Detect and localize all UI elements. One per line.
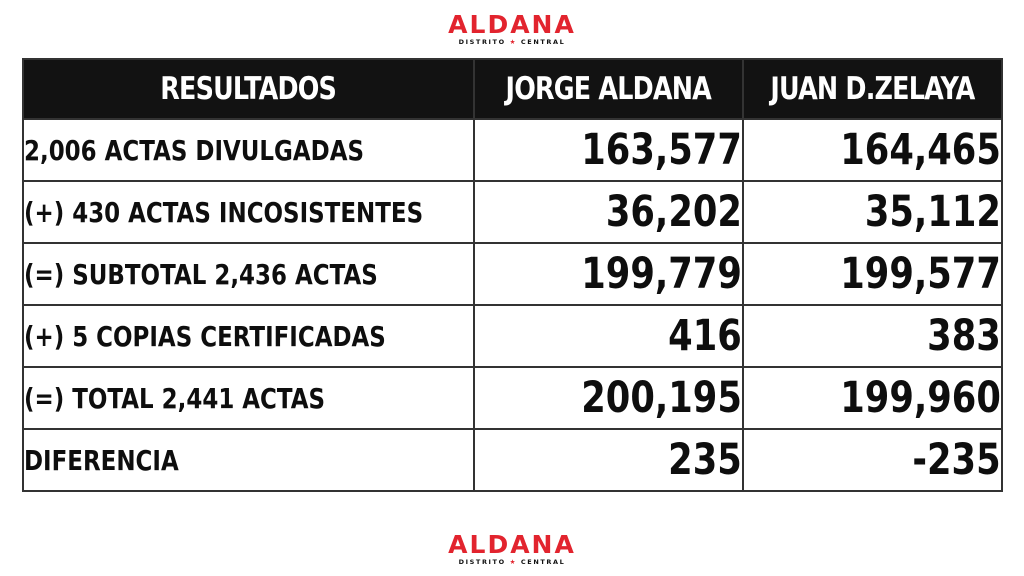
aldana-value: 36,202 bbox=[473, 180, 744, 244]
header-jorge-aldana: JORGE ALDANA bbox=[473, 58, 744, 120]
zelaya-value: -235 bbox=[742, 428, 1003, 492]
star-icon: ★ bbox=[509, 38, 518, 46]
row-label: DIFERENCIA bbox=[22, 428, 475, 492]
brand-subtitle: DISTRITO ★ CENTRAL bbox=[0, 558, 1024, 566]
aldana-value: 163,577 bbox=[473, 118, 744, 182]
brand-name: ALDANA bbox=[448, 10, 576, 39]
brand-name: ALDANA bbox=[448, 530, 576, 559]
results-table: RESULTADOS JORGE ALDANA JUAN D.ZELAYA 2,… bbox=[22, 58, 1003, 492]
table-row: (=) TOTAL 2,441 ACTAS 200,195 199,960 bbox=[22, 366, 1003, 430]
header-resultados: RESULTADOS bbox=[22, 58, 475, 120]
table-row: DIFERENCIA 235 -235 bbox=[22, 428, 1003, 492]
row-label: (=) TOTAL 2,441 ACTAS bbox=[22, 366, 475, 430]
row-label: (+) 430 ACTAS INCOSISTENTES bbox=[22, 180, 475, 244]
header-juan-zelaya: JUAN D.ZELAYA bbox=[742, 58, 1003, 120]
aldana-value: 416 bbox=[473, 304, 744, 368]
zelaya-value: 199,577 bbox=[742, 242, 1003, 306]
zelaya-value: 383 bbox=[742, 304, 1003, 368]
brand-subtitle-left: DISTRITO bbox=[458, 38, 506, 46]
table-row: (=) SUBTOTAL 2,436 ACTAS 199,779 199,577 bbox=[22, 242, 1003, 306]
row-label: 2,006 ACTAS DIVULGADAS bbox=[22, 118, 475, 182]
table-row: (+) 430 ACTAS INCOSISTENTES 36,202 35,11… bbox=[22, 180, 1003, 244]
aldana-value: 235 bbox=[473, 428, 744, 492]
row-label: (+) 5 COPIAS CERTIFICADAS bbox=[22, 304, 475, 368]
brand-logo-top: ALDANA DISTRITO ★ CENTRAL bbox=[0, 10, 1024, 47]
zelaya-value: 199,960 bbox=[742, 366, 1003, 430]
brand-logo-bottom: ALDANA DISTRITO ★ CENTRAL bbox=[0, 530, 1024, 567]
brand-subtitle-right: CENTRAL bbox=[520, 38, 566, 46]
star-icon: ★ bbox=[509, 558, 518, 566]
table-row: (+) 5 COPIAS CERTIFICADAS 416 383 bbox=[22, 304, 1003, 368]
brand-subtitle-right: CENTRAL bbox=[520, 558, 566, 566]
zelaya-value: 164,465 bbox=[742, 118, 1003, 182]
row-label: (=) SUBTOTAL 2,436 ACTAS bbox=[22, 242, 475, 306]
aldana-value: 199,779 bbox=[473, 242, 744, 306]
brand-subtitle: DISTRITO ★ CENTRAL bbox=[0, 38, 1024, 46]
header-row: RESULTADOS JORGE ALDANA JUAN D.ZELAYA bbox=[22, 58, 1003, 120]
table-row: 2,006 ACTAS DIVULGADAS 163,577 164,465 bbox=[22, 118, 1003, 182]
zelaya-value: 35,112 bbox=[742, 180, 1003, 244]
aldana-value: 200,195 bbox=[473, 366, 744, 430]
brand-subtitle-left: DISTRITO bbox=[458, 558, 506, 566]
